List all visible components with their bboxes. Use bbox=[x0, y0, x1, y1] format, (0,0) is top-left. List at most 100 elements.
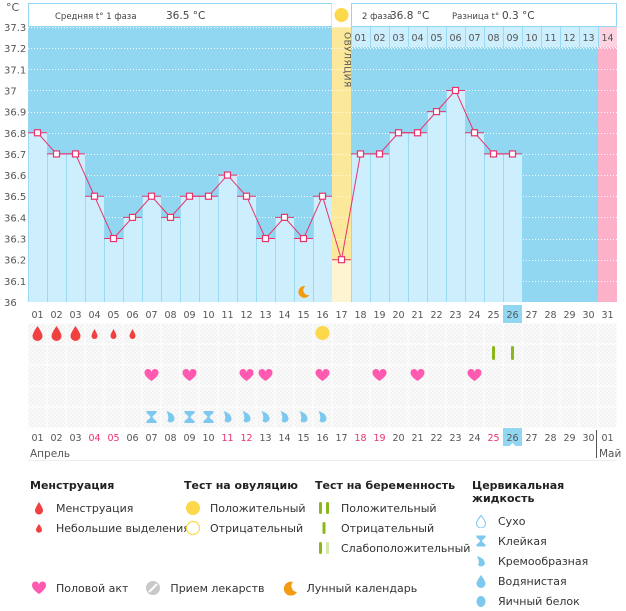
small-blood-drop-icon bbox=[129, 329, 136, 339]
legend-label: Прием лекарств bbox=[170, 581, 265, 595]
event-cell bbox=[408, 386, 427, 407]
legend-item-medication: Прием лекарств bbox=[144, 578, 265, 598]
event-cell bbox=[85, 407, 104, 428]
event-cell bbox=[370, 386, 389, 407]
luteal-day-cell bbox=[389, 27, 408, 47]
event-cell bbox=[199, 323, 218, 344]
diff-label: Разница t° bbox=[452, 12, 499, 22]
luteal-day-label: 02 bbox=[373, 33, 385, 44]
event-cell bbox=[313, 344, 332, 365]
date-label: 28 bbox=[544, 310, 556, 321]
legend-misc: Половой акт Прием лекарств Лунный календ… bbox=[30, 578, 417, 598]
creamy-fluid-icon bbox=[261, 411, 270, 423]
event-cell bbox=[47, 344, 66, 365]
moon-icon bbox=[281, 580, 299, 596]
luteal-day-label: 11 bbox=[544, 33, 556, 44]
event-cell bbox=[256, 344, 275, 365]
ovulation-test-positive-icon bbox=[315, 326, 330, 340]
date-label: 27 bbox=[525, 310, 537, 321]
luteal-day-label: 08 bbox=[487, 33, 499, 44]
phase1-label: Средняя t° 1 фаза bbox=[55, 12, 137, 22]
luteal-day-label: 10 bbox=[525, 33, 537, 44]
bottom-date-label: 17 bbox=[335, 433, 347, 444]
date-label: 10 bbox=[202, 310, 214, 321]
bottom-date-label: 01 bbox=[601, 433, 613, 444]
sticky-icon bbox=[472, 534, 490, 548]
event-cell bbox=[237, 323, 256, 344]
event-cell bbox=[351, 323, 370, 344]
creamy-fluid-icon bbox=[166, 411, 175, 423]
event-cell bbox=[332, 344, 351, 365]
bottom-date-label: 30 bbox=[582, 433, 594, 444]
event-cell bbox=[541, 386, 560, 407]
date-label: 19 bbox=[373, 310, 385, 321]
luteal-day-label: 05 bbox=[430, 33, 442, 44]
event-cell bbox=[180, 323, 199, 344]
event-cell bbox=[142, 323, 161, 344]
date-label: 03 bbox=[69, 310, 81, 321]
event-cell bbox=[560, 344, 579, 365]
event-cell bbox=[598, 386, 617, 407]
event-cell bbox=[522, 407, 541, 428]
temperature-bar bbox=[389, 132, 408, 302]
temperature-point bbox=[356, 150, 365, 158]
temperature-bar bbox=[332, 259, 351, 302]
event-cell bbox=[389, 323, 408, 344]
temperature-bar bbox=[161, 217, 180, 302]
legend-ovulation-test: Тест на овуляцию Положительный Отрицател… bbox=[184, 479, 306, 538]
event-cell bbox=[294, 386, 313, 407]
sticky-fluid-icon bbox=[184, 411, 195, 423]
event-cell bbox=[503, 407, 522, 428]
date-label: 02 bbox=[50, 310, 62, 321]
temperature-point bbox=[299, 234, 308, 243]
date-label: 31 bbox=[601, 310, 613, 321]
event-cell bbox=[199, 365, 218, 386]
event-cell bbox=[218, 323, 237, 344]
bottom-date-label: 03 bbox=[69, 433, 81, 444]
temperature-bar bbox=[484, 153, 503, 302]
temperature-point bbox=[470, 129, 479, 137]
event-cell bbox=[503, 323, 522, 344]
legend-item-sticky: Клейкая bbox=[472, 531, 626, 551]
blood-drop-icon bbox=[51, 326, 62, 342]
event-cell bbox=[579, 386, 598, 407]
date-label: 05 bbox=[107, 310, 119, 321]
bottom-date-label: 27 bbox=[525, 433, 537, 444]
event-cell bbox=[351, 365, 370, 386]
event-cell bbox=[85, 344, 104, 365]
legend-item-moon-calendar: Лунный календарь bbox=[281, 578, 417, 598]
event-cell bbox=[541, 344, 560, 365]
event-cell bbox=[332, 386, 351, 407]
event-cell bbox=[579, 365, 598, 386]
luteal-day-label: 07 bbox=[468, 33, 480, 44]
heart-icon bbox=[144, 368, 159, 381]
bottom-date-label: 18 bbox=[354, 433, 366, 444]
date-label: 18 bbox=[354, 310, 366, 321]
legend-title: Менструация bbox=[30, 479, 115, 492]
event-cell bbox=[104, 344, 123, 365]
event-cell bbox=[180, 344, 199, 365]
event-cell bbox=[351, 407, 370, 428]
event-cell bbox=[503, 365, 522, 386]
temperature-point bbox=[33, 129, 42, 137]
y-tick-label: 36.6 bbox=[4, 171, 26, 182]
event-cell bbox=[85, 365, 104, 386]
phase2-box bbox=[351, 3, 617, 27]
creamy-fluid-icon bbox=[280, 411, 289, 423]
legend-label: Слабоположительный bbox=[341, 541, 471, 555]
creamy-fluid-icon bbox=[318, 411, 327, 423]
month-label-april: Апрель bbox=[30, 448, 70, 460]
temperature-point bbox=[337, 256, 346, 264]
legend-item-watery: Водянистая bbox=[472, 571, 626, 591]
event-cell bbox=[598, 323, 617, 344]
event-cell bbox=[351, 386, 370, 407]
temperature-bar bbox=[237, 196, 256, 302]
y-tick-label: 37.1 bbox=[4, 65, 26, 76]
temperature-point bbox=[109, 234, 118, 243]
event-cell bbox=[446, 386, 465, 407]
legend-label: Клейкая bbox=[498, 534, 547, 548]
date-label: 25 bbox=[487, 310, 499, 321]
legend-label: Положительный bbox=[210, 501, 306, 515]
event-cell bbox=[218, 365, 237, 386]
event-cell bbox=[522, 386, 541, 407]
